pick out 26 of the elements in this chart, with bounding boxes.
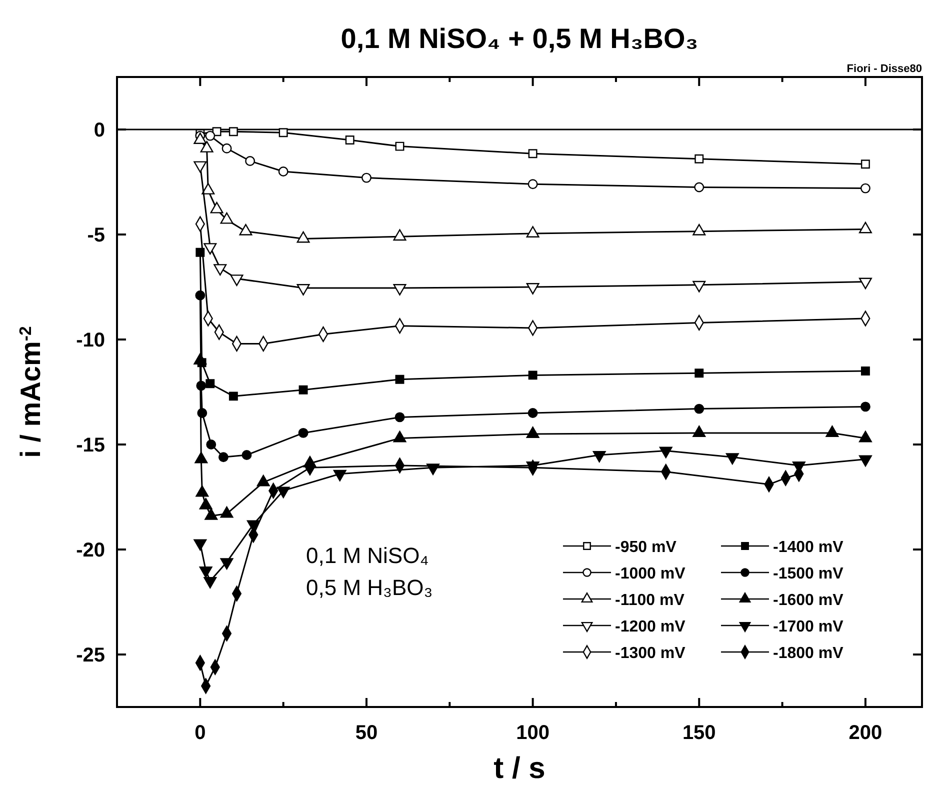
legend-label: -1700 mV xyxy=(773,618,844,636)
annotation: 0,5 M H₃BO₃ xyxy=(306,575,433,600)
legend-label: -1200 mV xyxy=(615,618,686,636)
chart-title: 0,1 M NiSO₄ + 0,5 M H₃BO₃ xyxy=(340,23,698,54)
legend-label: -1000 mV xyxy=(615,566,686,582)
legend-label: -1500 mV xyxy=(773,566,844,582)
y-tick-label: 0 xyxy=(94,120,105,142)
legend-label: -1400 mV xyxy=(773,539,844,556)
x-tick-label: 200 xyxy=(848,722,882,744)
x-axis-title: t / s xyxy=(494,752,546,785)
x-tick-label: 150 xyxy=(682,722,716,744)
legend-label: -1100 mV xyxy=(615,592,685,609)
x-tick-label: 50 xyxy=(355,722,378,744)
legend-label: -1300 mV xyxy=(615,645,686,662)
annotation: 0,1 M NiSO₄ xyxy=(306,543,429,568)
x-tick-label: 0 xyxy=(194,722,206,744)
x-tick-label: 100 xyxy=(516,722,550,744)
legend-label: -1800 mV xyxy=(773,645,844,662)
legend-label: -1600 mV xyxy=(773,592,844,609)
legend-label: -950 mV xyxy=(615,539,677,556)
y-tick-label: -25 xyxy=(76,644,105,666)
y-tick-label: -15 xyxy=(76,434,105,456)
y-tick-label: -20 xyxy=(76,540,105,562)
y-tick-label: -10 xyxy=(76,330,105,352)
text: Fiori - Disse80 xyxy=(846,63,922,75)
y-tick-label: -5 xyxy=(87,224,105,246)
